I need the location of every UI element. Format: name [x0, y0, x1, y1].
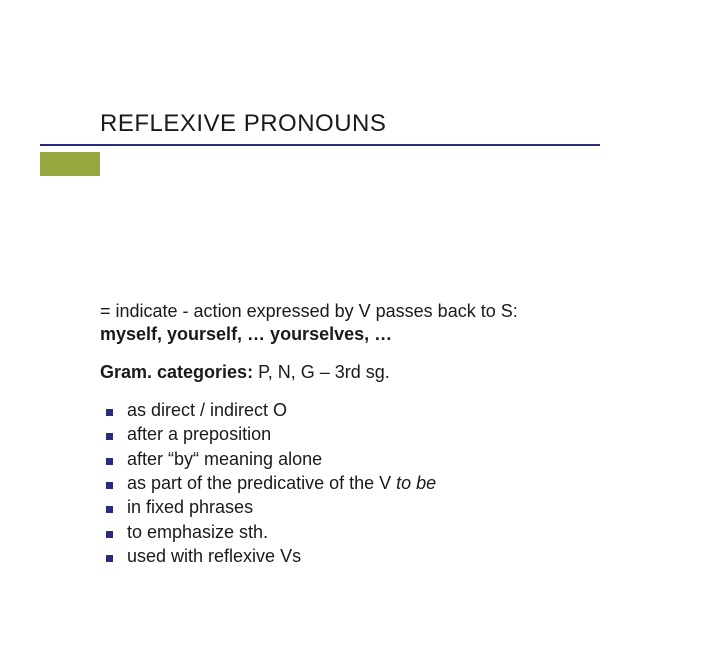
bullet-list: as direct / indirect O after a prepositio…	[106, 398, 660, 568]
list-item: in fixed phrases	[106, 495, 660, 519]
list-item: after a preposition	[106, 422, 660, 446]
bullet-marker-icon	[106, 555, 113, 562]
list-item: after “by“ meaning alone	[106, 447, 660, 471]
bullet-text: as direct / indirect O	[127, 398, 287, 422]
bullet-main-text: in fixed phrases	[127, 497, 253, 517]
content-area: = indicate - action expressed by V passe…	[100, 300, 660, 568]
definition-paragraph: = indicate - action expressed by V passe…	[100, 300, 660, 347]
bullet-italic-text: to be	[396, 473, 436, 493]
bullet-marker-icon	[106, 482, 113, 489]
categories-label: Gram. categories:	[100, 362, 253, 382]
bullet-marker-icon	[106, 409, 113, 416]
bullet-text: in fixed phrases	[127, 495, 253, 519]
slide-title: REFLEXIVE PRONOUNS	[100, 110, 386, 138]
list-item: to emphasize sth.	[106, 520, 660, 544]
bullet-text: used with reflexive Vs	[127, 544, 301, 568]
categories-paragraph: Gram. categories: P, N, G – 3rd sg.	[100, 361, 660, 384]
bullet-main-text: to emphasize sth.	[127, 522, 268, 542]
definition-examples: myself, yourself, … yourselves, …	[100, 324, 392, 344]
bullet-main-text: used with reflexive Vs	[127, 546, 301, 566]
title-accent-bar	[40, 152, 100, 176]
bullet-text: after “by“ meaning alone	[127, 447, 322, 471]
list-item: used with reflexive Vs	[106, 544, 660, 568]
bullet-marker-icon	[106, 506, 113, 513]
bullet-text: after a preposition	[127, 422, 271, 446]
title-underline	[40, 144, 600, 146]
bullet-main-text: after a preposition	[127, 424, 271, 444]
list-item: as part of the predicative of the V to b…	[106, 471, 660, 495]
bullet-marker-icon	[106, 458, 113, 465]
bullet-text: as part of the predicative of the V to b…	[127, 471, 436, 495]
bullet-marker-icon	[106, 531, 113, 538]
slide: REFLEXIVE PRONOUNS = indicate - action e…	[0, 110, 720, 650]
definition-line1: = indicate - action expressed by V passe…	[100, 301, 518, 321]
bullet-main-text: as part of the predicative of the V	[127, 473, 396, 493]
categories-rest: P, N, G – 3rd sg.	[253, 362, 390, 382]
bullet-marker-icon	[106, 433, 113, 440]
bullet-text: to emphasize sth.	[127, 520, 268, 544]
bullet-main-text: after “by“ meaning alone	[127, 449, 322, 469]
list-item: as direct / indirect O	[106, 398, 660, 422]
bullet-main-text: as direct / indirect O	[127, 400, 287, 420]
